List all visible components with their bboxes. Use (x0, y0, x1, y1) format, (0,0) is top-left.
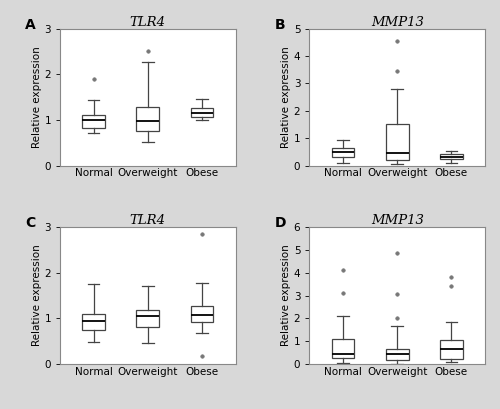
Y-axis label: Relative expression: Relative expression (281, 245, 291, 346)
PathPatch shape (440, 154, 463, 160)
PathPatch shape (190, 108, 214, 117)
PathPatch shape (136, 107, 159, 131)
Text: A: A (25, 18, 35, 31)
PathPatch shape (386, 349, 408, 360)
Title: TLR4: TLR4 (130, 16, 166, 29)
PathPatch shape (440, 340, 463, 359)
PathPatch shape (82, 314, 105, 330)
Text: B: B (274, 18, 285, 31)
Y-axis label: Relative expression: Relative expression (32, 245, 42, 346)
PathPatch shape (332, 148, 354, 157)
Y-axis label: Relative expression: Relative expression (281, 46, 291, 148)
PathPatch shape (332, 339, 354, 357)
Text: C: C (25, 216, 35, 230)
Text: D: D (274, 216, 286, 230)
PathPatch shape (190, 306, 214, 322)
Title: MMP13: MMP13 (371, 16, 424, 29)
Title: MMP13: MMP13 (371, 214, 424, 227)
PathPatch shape (386, 124, 408, 160)
PathPatch shape (82, 115, 105, 128)
Y-axis label: Relative expression: Relative expression (32, 46, 42, 148)
PathPatch shape (136, 310, 159, 327)
Title: TLR4: TLR4 (130, 214, 166, 227)
